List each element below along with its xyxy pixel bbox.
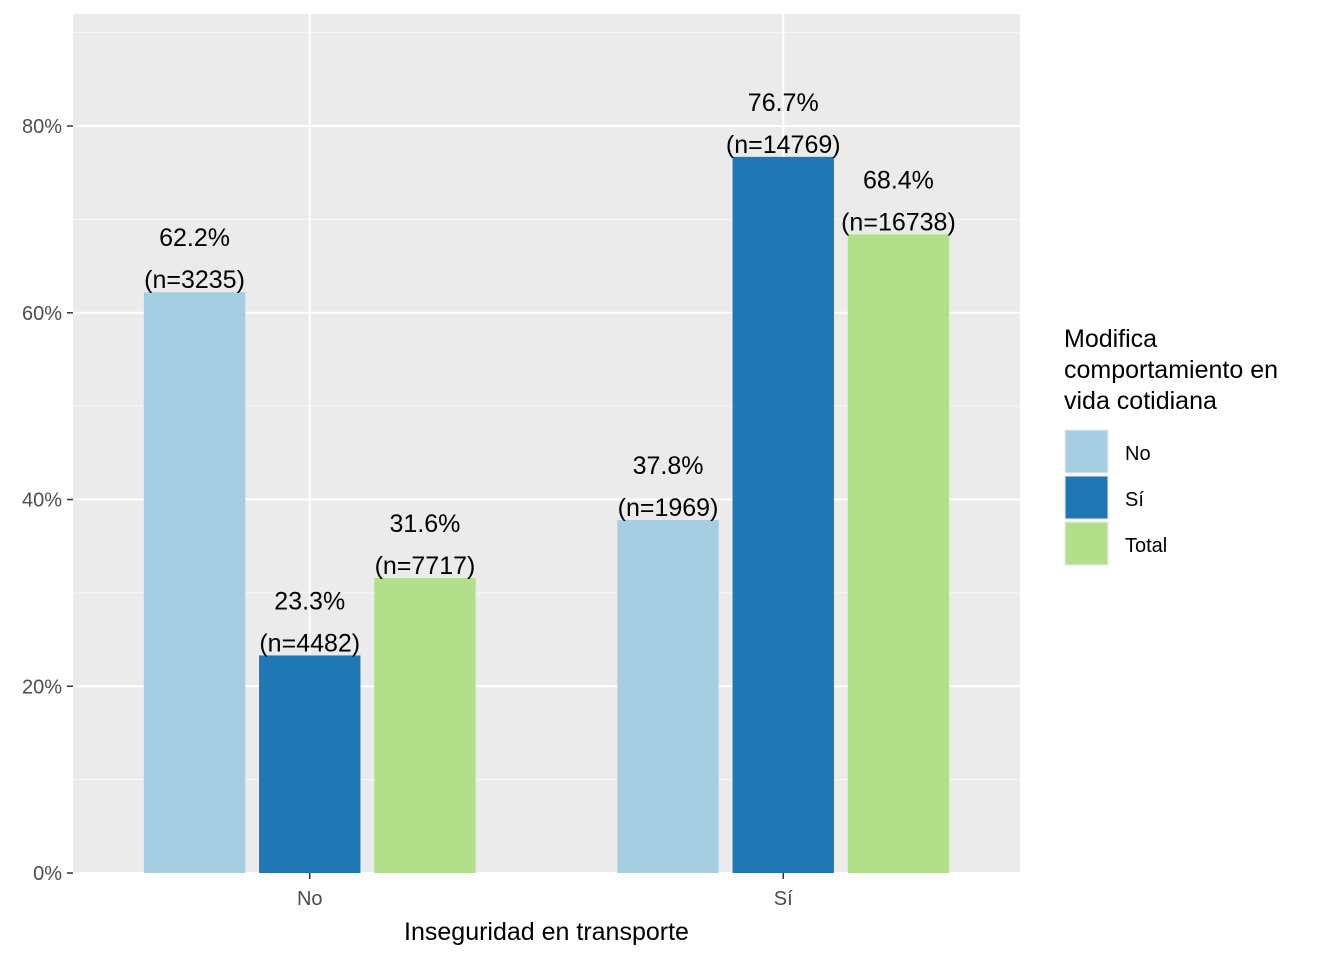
x-axis: No Sí (297, 873, 793, 910)
bar-label-percent: 68.4% (863, 166, 934, 194)
legend-label-total: Total (1125, 535, 1167, 557)
x-axis-title: Inseguridad en transporte (404, 918, 689, 946)
bar-label-percent: 76.7% (748, 89, 819, 117)
bar-label-count: (n=4482) (259, 629, 360, 657)
bar-no-sí (617, 520, 719, 873)
y-tick-label: 40% (22, 490, 62, 512)
bar-label-count: (n=1969) (618, 494, 719, 522)
bar-label-count: (n=16738) (841, 208, 956, 236)
bar-label-count: (n=7717) (375, 552, 476, 580)
bar-total-sí (847, 234, 950, 873)
legend-key-total (1065, 522, 1108, 565)
legend-title-line: vida cotidiana (1064, 387, 1217, 415)
bar-sí-no (259, 655, 361, 873)
y-axis: 0% 20% 40% 60% 80% (22, 116, 73, 885)
y-tick-label: 0% (33, 863, 62, 885)
legend-key-sí (1065, 476, 1108, 519)
legend-label-sí: Sí (1125, 489, 1144, 511)
bar-label-count: (n=3235) (144, 266, 245, 294)
bar-no-no (143, 292, 246, 873)
x-tick-label: Sí (774, 888, 793, 910)
bar-label-percent: 23.3% (274, 587, 345, 615)
legend: Modifica comportamiento en vida cotidiana N… (1064, 325, 1278, 566)
x-tick-label: No (297, 888, 323, 910)
y-tick-label: 60% (22, 303, 62, 325)
bar-labels: 62.2% (n=3235) 37.8% (n=1969) 23.3% (n=4482) 7… (144, 89, 956, 658)
bar-label-percent: 62.2% (159, 224, 230, 252)
y-tick-label: 80% (22, 116, 62, 138)
bars (143, 156, 950, 873)
bar-sí-sí (732, 156, 834, 873)
legend-label-no: No (1125, 443, 1151, 465)
legend-key-no (1065, 430, 1108, 473)
bar-label-percent: 31.6% (390, 510, 461, 538)
bar-label-count: (n=14769) (726, 131, 841, 159)
bar-label-percent: 37.8% (633, 452, 704, 480)
y-tick-label: 20% (22, 676, 62, 698)
bar-total-no (374, 577, 476, 873)
legend-title-line: comportamiento en (1064, 356, 1278, 384)
legend-title-line: Modifica (1064, 325, 1157, 353)
